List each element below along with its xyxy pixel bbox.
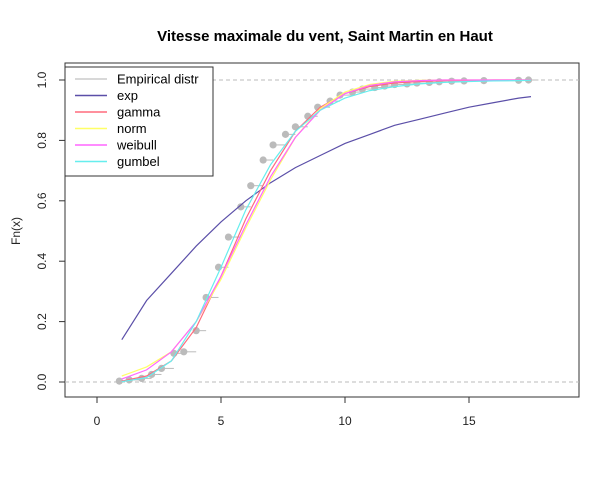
y-tick-label: 0.4 — [35, 253, 49, 270]
legend-label: gamma — [117, 105, 161, 120]
curve-exp — [121, 96, 532, 341]
empirical-point — [192, 327, 200, 335]
legend-label: gumbel — [117, 154, 160, 169]
chart-title: Vitesse maximale du vent, Saint Martin e… — [157, 28, 493, 45]
curve-gumbel — [121, 79, 532, 383]
empirical-point — [291, 123, 299, 131]
curve-weibull — [121, 79, 531, 380]
legend-label: weibull — [116, 138, 157, 153]
x-tick-label: 15 — [462, 414, 476, 428]
x-tick-label: 10 — [338, 414, 352, 428]
empirical-point — [259, 156, 267, 164]
y-tick-label: 0.8 — [35, 132, 49, 149]
empirical-point — [180, 348, 188, 356]
plot-frame — [64, 62, 580, 398]
x-tick-label: 5 — [218, 414, 225, 428]
y-tick-label: 1.0 — [35, 71, 49, 88]
legend-box — [64, 66, 214, 177]
empirical-point — [269, 141, 277, 149]
y-tick-label: 0.6 — [35, 192, 49, 209]
empirical-point — [281, 130, 290, 138]
empirical-point — [115, 377, 123, 385]
legend-label: exp — [117, 88, 138, 103]
empirical-point — [237, 203, 245, 211]
fitted-curves — [121, 79, 532, 383]
y-axis: 0.0 0.2 0.4 0.6 0.8 1.0 — [35, 71, 65, 390]
legend-label: norm — [117, 121, 147, 136]
legend-label: Empirical distr — [117, 72, 199, 87]
x-tick-label: 0 — [94, 414, 101, 428]
y-axis-label: Fn(x) — [9, 217, 23, 245]
empirical-point — [224, 233, 233, 241]
empirical-point — [247, 182, 255, 190]
y-tick-label: 0.0 — [35, 373, 49, 390]
empirical-point — [435, 78, 443, 86]
empirical-point — [448, 77, 456, 85]
y-tick-label: 0.2 — [35, 313, 49, 330]
x-axis: 0 5 10 15 — [94, 397, 476, 428]
